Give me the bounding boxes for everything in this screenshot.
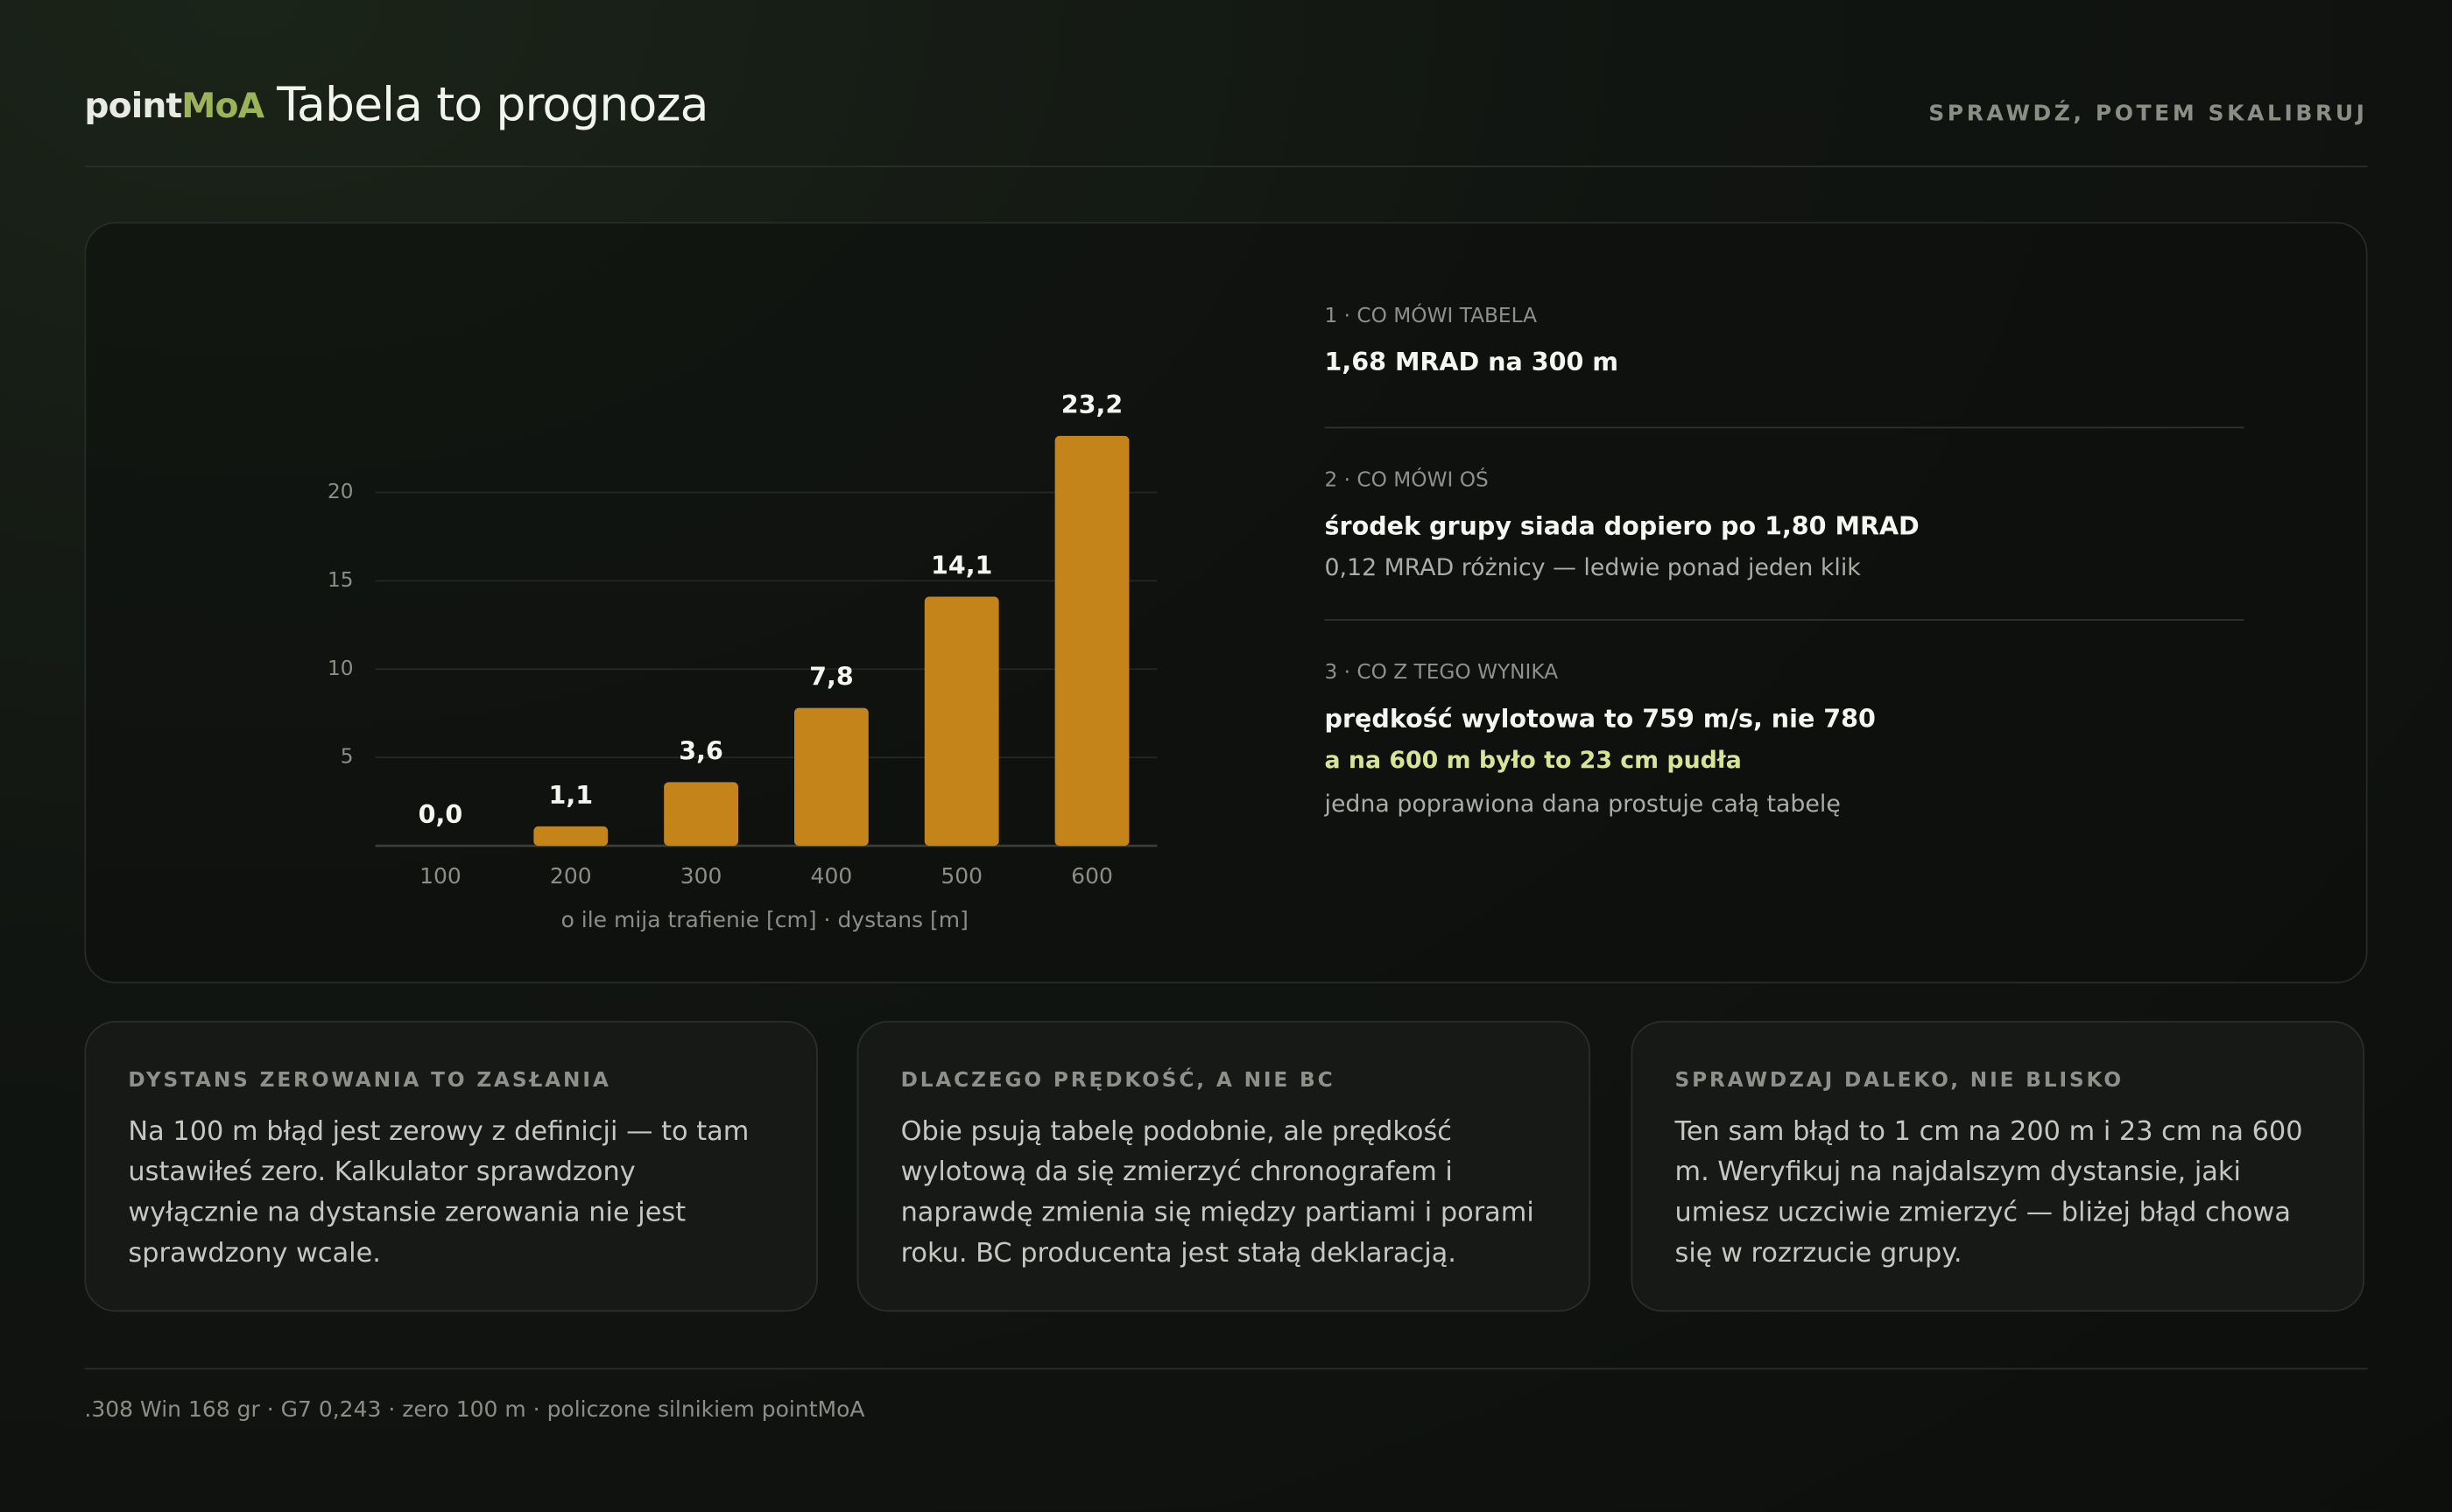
- note: 3 · CO Z TEGO WYNIKA prędkość wylotowa to…: [1324, 661, 2244, 854]
- chart-card: 5 10 15 20 100 0,0 200 1,1 300 3,6 400 7,8 500 14,1 60…: [84, 222, 2368, 984]
- x-tick-label: 300: [680, 863, 722, 889]
- y-tick-label: 20: [328, 480, 354, 503]
- y-tick-label: 10: [328, 657, 354, 680]
- note-detail: jedna poprawiona dana prostuje całą tabe…: [1324, 789, 1841, 818]
- brand-a: point: [84, 87, 182, 127]
- note-highlight: a na 600 m było to 23 cm pudła: [1324, 745, 1742, 774]
- bar: [924, 596, 999, 847]
- value-label: 14,1: [931, 551, 992, 580]
- x-tick-label: 400: [811, 863, 853, 889]
- card-body: Ten sam błąd to 1 cm na 200 m i 23 cm na…: [1674, 1115, 2303, 1269]
- notes: 1 · CO MÓWI TABELA 1,68 MRAD na 300 m 2 · …: [1324, 305, 2244, 896]
- value-label: 1,1: [548, 780, 593, 810]
- note-headline: środek grupy siada dopiero po 1,80 MRAD: [1324, 510, 1920, 541]
- divider: [84, 1368, 2368, 1370]
- info-card: DYSTANS ZEROWANIA TO ZASŁANIA Na 100 m bł…: [84, 1021, 818, 1312]
- value-label: 3,6: [679, 735, 723, 765]
- brand: pointMoA: [84, 88, 264, 127]
- footer: .308 Win 168 gr · G7 0,243 · zero 100 m …: [84, 1397, 865, 1423]
- y-tick-label: 15: [328, 568, 354, 592]
- bar: [793, 707, 869, 847]
- card-title: SPRAWDZAJ DALEKO, NIE BLISKO: [1674, 1069, 2124, 1094]
- note-label: 1 · CO MÓWI TABELA: [1324, 305, 1537, 328]
- brand-b: MoA: [181, 87, 264, 127]
- x-tick-label: 100: [419, 863, 462, 889]
- x-tick-label: 500: [941, 863, 983, 889]
- note-label: 3 · CO Z TEGO WYNIKA: [1324, 661, 1559, 686]
- info-card: DLACZEGO PRĘDKOŚĆ, A NIE BC Obie psują ta…: [856, 1021, 1591, 1312]
- bar: [1054, 435, 1130, 847]
- note: 1 · CO MÓWI TABELA 1,68 MRAD na 300 m: [1324, 305, 2244, 429]
- value-label: 7,8: [809, 662, 854, 692]
- tagline: SPRAWDŹ, POTEM SKALIBRUJ: [1928, 102, 2368, 127]
- value-label: 0,0: [419, 799, 463, 829]
- note-headline: 1,68 MRAD na 300 m: [1324, 347, 1619, 377]
- note-headline: prędkość wylotowa to 759 m/s, nie 780: [1324, 703, 1876, 734]
- bar: [664, 782, 739, 847]
- info-card: SPRAWDZAJ DALEKO, NIE BLISKO Ten sam błąd…: [1631, 1021, 2364, 1312]
- divider: [84, 165, 2368, 168]
- note-detail: 0,12 MRAD różnicy — ledwie ponad jeden k…: [1324, 553, 1861, 582]
- chart: 5 10 15 20 100 0,0 200 1,1 300 3,6 400 7,8 500 14,1 60…: [328, 390, 1158, 932]
- card-body: Na 100 m błąd jest zerowy z definicji — …: [128, 1115, 750, 1269]
- note-label: 2 · CO MÓWI OŚ: [1324, 468, 1489, 493]
- x-axis-label: o ile mija trafienie [cm] · dystans [m]: [561, 907, 969, 932]
- x-tick-label: 600: [1071, 863, 1113, 889]
- note: 2 · CO MÓWI OŚ środek grupy siada dopiero…: [1324, 469, 2244, 621]
- card-body: Obie psują tabelę podobnie, ale prędkość…: [900, 1115, 1534, 1269]
- bar: [533, 826, 609, 847]
- page-title: Tabela to prognoza: [277, 78, 708, 133]
- x-tick-label: 200: [550, 863, 592, 889]
- y-tick-label: 5: [341, 745, 354, 769]
- card-title: DYSTANS ZEROWANIA TO ZASŁANIA: [128, 1069, 611, 1094]
- card-title: DLACZEGO PRĘDKOŚĆ, A NIE BC: [900, 1069, 1335, 1094]
- value-label: 23,2: [1061, 390, 1123, 419]
